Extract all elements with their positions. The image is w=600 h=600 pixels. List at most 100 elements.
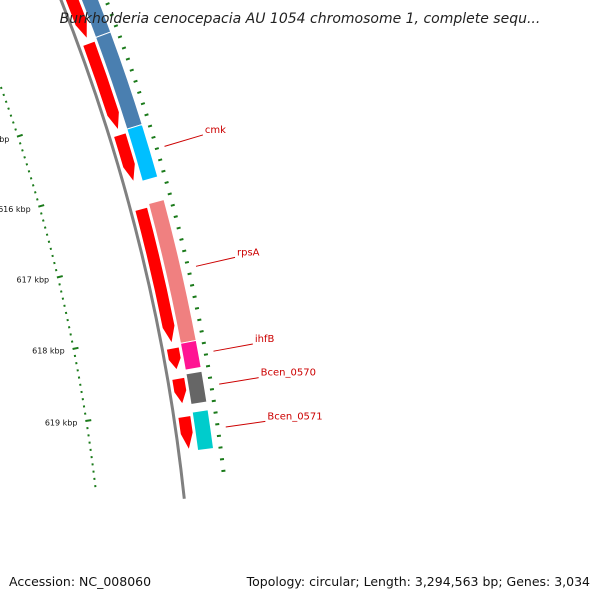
cds-track bbox=[64, 0, 194, 452]
outer-tick bbox=[199, 330, 204, 333]
cds-arrow bbox=[171, 376, 188, 406]
minor-tick bbox=[34, 191, 37, 194]
cds-arrow bbox=[165, 346, 182, 372]
outer-tick bbox=[133, 79, 138, 83]
outer-tick bbox=[161, 169, 166, 173]
kbp-label: 615 kbp bbox=[0, 135, 9, 144]
minor-tick bbox=[18, 142, 22, 145]
outer-tick bbox=[117, 35, 123, 39]
outer-tick bbox=[173, 215, 178, 219]
kbp-label: 617 kbp bbox=[17, 275, 50, 284]
gene-block bbox=[191, 409, 215, 452]
outer-tick bbox=[157, 158, 163, 162]
minor-tick bbox=[14, 128, 17, 131]
minor-tick bbox=[40, 212, 43, 215]
gene-label: cmk bbox=[205, 125, 226, 136]
minor-tick bbox=[42, 219, 45, 222]
outer-tick bbox=[147, 124, 153, 128]
minor-tick bbox=[4, 100, 8, 104]
minor-tick bbox=[25, 163, 29, 166]
outer-tick bbox=[184, 260, 190, 264]
map-title: Burkholderia cenocepacia AU 1054 chromos… bbox=[60, 11, 541, 27]
gene-block bbox=[126, 123, 159, 182]
minor-tick bbox=[23, 156, 26, 159]
minor-tick bbox=[47, 240, 51, 243]
outer-tick bbox=[121, 46, 127, 50]
cds-arrow bbox=[64, 0, 88, 41]
outer-tick bbox=[197, 318, 202, 322]
major-tick bbox=[56, 275, 63, 279]
outer-tick bbox=[176, 226, 181, 230]
outer-tick bbox=[151, 135, 156, 139]
outer-tick bbox=[187, 272, 192, 276]
minor-tick bbox=[12, 121, 15, 124]
outer-tick bbox=[129, 68, 134, 72]
cds-arrow bbox=[177, 414, 194, 452]
gene-label: ihfB bbox=[255, 334, 275, 345]
outer-tick bbox=[189, 283, 195, 287]
accession-text: Accession: NC_008060 bbox=[9, 574, 151, 589]
outer-tick bbox=[182, 249, 187, 253]
kbp-label: 616 kbp bbox=[0, 205, 31, 214]
outer-tick bbox=[216, 434, 222, 438]
major-tick bbox=[38, 204, 45, 208]
summary-text: Topology: circular; Length: 3,294,563 bp… bbox=[246, 574, 590, 589]
label-leader bbox=[213, 343, 253, 352]
label-leader bbox=[225, 420, 266, 428]
gene-label: rpsA bbox=[237, 247, 260, 258]
minor-tick bbox=[43, 226, 47, 229]
outer-tick bbox=[205, 364, 211, 368]
outer-tick bbox=[167, 192, 172, 196]
outer-tick bbox=[203, 353, 209, 356]
outer-tick bbox=[179, 238, 184, 241]
outer-tick bbox=[213, 411, 218, 414]
outer-tick bbox=[113, 24, 119, 28]
outer-tick bbox=[109, 13, 114, 17]
gene-label: Bcen_0570 bbox=[261, 368, 316, 379]
outer-tick bbox=[215, 422, 220, 426]
outer-tick bbox=[137, 90, 142, 95]
minor-tick bbox=[29, 177, 33, 180]
outer-tick bbox=[211, 399, 216, 403]
outer-tick bbox=[209, 388, 215, 391]
label-leader bbox=[219, 377, 259, 385]
kbp-label: 619 kbp bbox=[45, 418, 78, 427]
label-leader bbox=[164, 134, 204, 147]
outer-tick bbox=[125, 57, 131, 61]
minor-tick bbox=[7, 107, 10, 110]
gene-block bbox=[179, 339, 202, 371]
gene-track bbox=[80, 0, 215, 452]
outer-tick bbox=[105, 2, 110, 6]
major-tick bbox=[85, 419, 92, 423]
outer-tick bbox=[144, 113, 149, 117]
major-tick bbox=[16, 133, 23, 138]
minor-tick bbox=[27, 170, 31, 173]
gene-labels: Bcen_0565Bcen_0566cmkrpsAihfBBcen_0570Bc… bbox=[164, 125, 323, 428]
minor-tick bbox=[9, 114, 13, 117]
scale-ticks bbox=[0, 2, 226, 488]
outer-tick bbox=[201, 341, 206, 345]
gene-label: Bcen_0571 bbox=[267, 411, 322, 422]
outer-tick bbox=[194, 306, 200, 310]
kbp-label: 618 kbp bbox=[32, 347, 65, 356]
minor-tick bbox=[2, 93, 5, 97]
outer-tick bbox=[218, 446, 223, 449]
outer-tick bbox=[192, 295, 197, 299]
cds-arrow bbox=[112, 132, 136, 184]
cds-arrow bbox=[82, 40, 120, 132]
minor-tick bbox=[36, 198, 39, 201]
major-tick bbox=[72, 346, 79, 350]
minor-tick bbox=[31, 184, 35, 187]
outer-tick bbox=[170, 203, 175, 207]
minor-tick bbox=[21, 149, 24, 152]
minor-tick bbox=[45, 233, 49, 236]
gene-block bbox=[185, 370, 208, 406]
outer-tick bbox=[207, 376, 213, 380]
label-leader bbox=[195, 256, 236, 267]
minor-tick bbox=[0, 86, 3, 90]
outer-tick bbox=[154, 147, 160, 151]
outer-tick bbox=[164, 181, 169, 185]
outer-tick bbox=[140, 102, 146, 106]
